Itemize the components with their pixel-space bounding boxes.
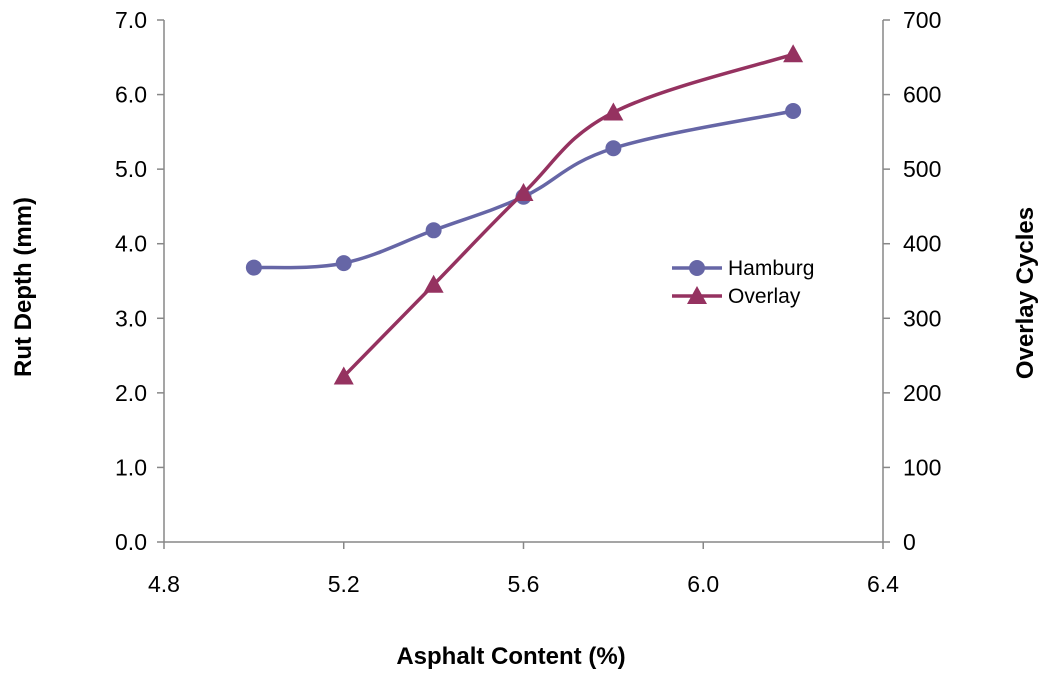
x-axis-title: Asphalt Content (%) (396, 643, 625, 670)
data-point (783, 44, 804, 63)
y2-tick-label: 0 (903, 529, 916, 555)
y-tick-label: 4.0 (115, 231, 147, 257)
series-line (342, 52, 794, 378)
data-point (603, 102, 624, 121)
y2-tick-label: 100 (903, 454, 941, 480)
data-point (513, 183, 534, 202)
y2-tick-label: 500 (903, 156, 941, 182)
y-tick-label: 2.0 (115, 380, 147, 406)
x-tick-label: 6.4 (867, 571, 899, 597)
x-tick-label: 6.0 (687, 571, 719, 597)
y-tick-label: 3.0 (115, 305, 147, 331)
y-tick-label: 6.0 (115, 82, 147, 108)
legend: Hamburg Overlay (672, 257, 814, 308)
x-tick-label: 4.8 (148, 571, 180, 597)
data-point (335, 255, 352, 272)
tick-labels: 0.0 1.0 2.0 3.0 4.0 5.0 6.0 7.0 0 100 200 300 400 500… (115, 7, 941, 597)
series-layer (245, 44, 804, 385)
legend-marker (687, 286, 707, 304)
data-point (423, 274, 444, 293)
data-point (785, 102, 802, 119)
y2-tick-label: 700 (903, 7, 941, 33)
data-point (245, 259, 262, 276)
data-point (333, 366, 354, 385)
y-tick-label: 5.0 (115, 156, 147, 182)
y2-tick-label: 400 (903, 231, 941, 257)
legend-marker (689, 260, 705, 276)
y-tick-label: 7.0 (115, 7, 147, 33)
y2-axis-title: Overlay Cycles (1012, 207, 1039, 379)
series-overlay (333, 44, 804, 385)
y2-tick-label: 600 (903, 82, 941, 108)
x-tick-label: 5.6 (508, 571, 540, 597)
y-axis-title: Rut Depth (mm) (10, 197, 37, 377)
y-tick-label: 0.0 (115, 529, 147, 555)
y2-tick-label: 300 (903, 305, 941, 331)
legend-label: Overlay (728, 285, 801, 308)
legend-label: Hamburg (728, 257, 814, 280)
x-tick-label: 5.2 (328, 571, 360, 597)
data-point (425, 222, 442, 239)
y-tick-label: 1.0 (115, 454, 147, 480)
y2-tick-label: 200 (903, 380, 941, 406)
axes (157, 19, 890, 549)
data-point (605, 140, 622, 157)
